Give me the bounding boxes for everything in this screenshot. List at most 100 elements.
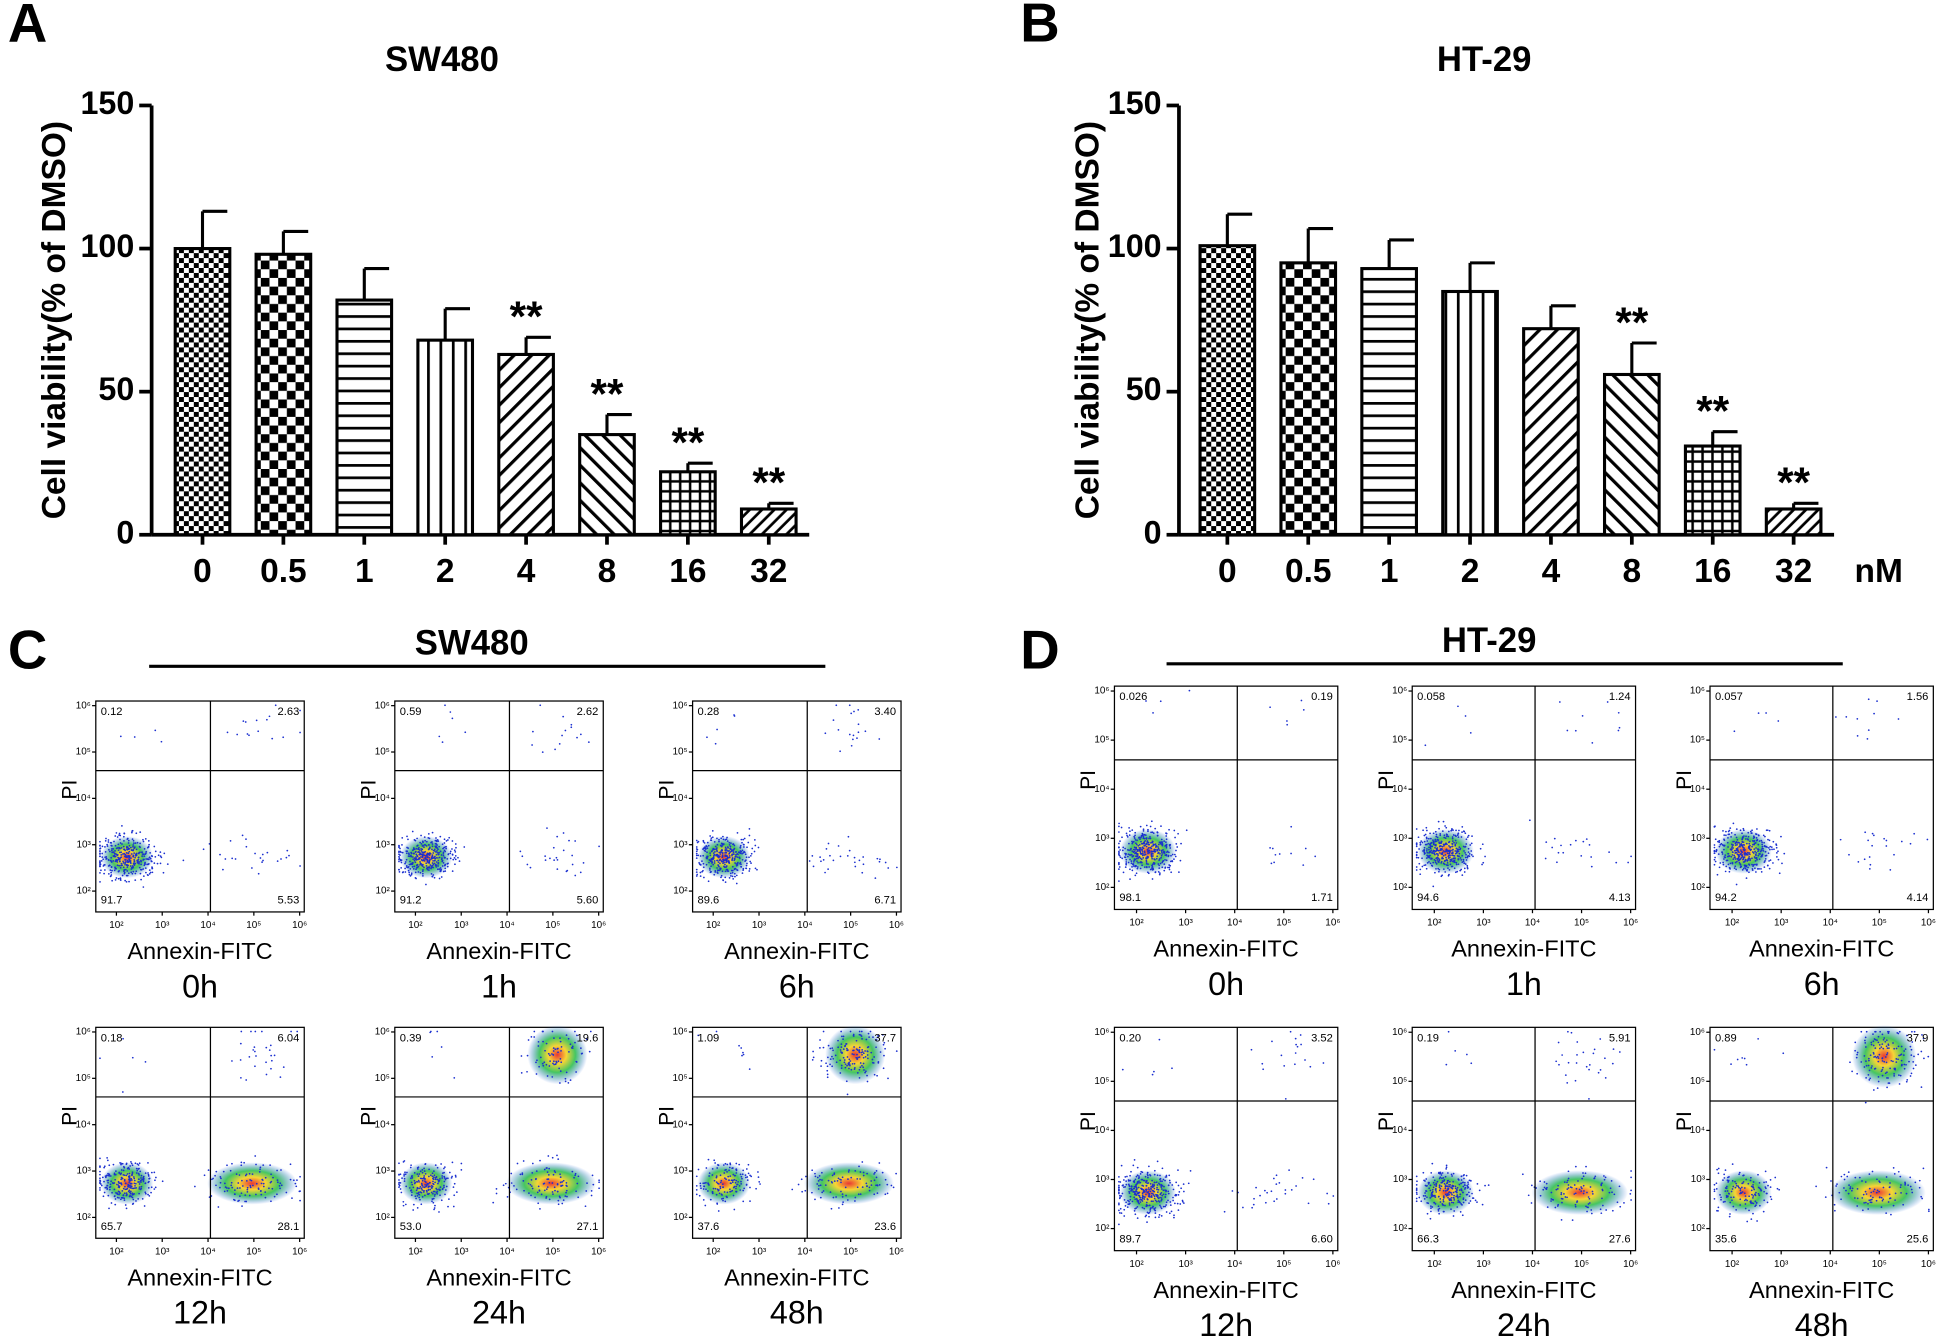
event-dot xyxy=(549,1060,551,1062)
event-dot xyxy=(1443,1197,1445,1199)
event-dot xyxy=(1449,850,1451,852)
event-dot xyxy=(1856,718,1858,720)
event-dot xyxy=(739,850,741,852)
event-dot xyxy=(1744,853,1746,855)
plot-frame xyxy=(96,701,304,912)
event-dot xyxy=(861,1031,863,1033)
event-dot xyxy=(422,865,424,867)
event-dot xyxy=(1927,839,1929,841)
event-dot xyxy=(709,867,711,869)
event-dot xyxy=(127,847,129,849)
event-dot xyxy=(110,872,112,874)
event-dot xyxy=(558,1203,560,1205)
event-dot xyxy=(286,850,288,852)
event-dot xyxy=(422,845,424,847)
event-dot xyxy=(745,1174,747,1176)
event-dot xyxy=(1251,1049,1253,1051)
event-dot xyxy=(1857,861,1859,863)
event-dot xyxy=(432,874,434,876)
event-dot xyxy=(1120,1195,1122,1197)
x-axis-label: Annexin-FITC xyxy=(1749,936,1894,962)
event-dot xyxy=(1430,1190,1432,1192)
event-dot xyxy=(1464,832,1466,834)
y-tick-label: 10² xyxy=(1095,882,1110,893)
event-dot xyxy=(1416,1198,1418,1200)
event-dot xyxy=(586,1182,588,1184)
event-dot xyxy=(432,843,434,845)
event-dot xyxy=(581,1053,583,1055)
event-dot xyxy=(1167,1199,1169,1201)
event-dot xyxy=(212,1178,214,1180)
event-dot xyxy=(565,1080,567,1082)
event-dot xyxy=(114,866,116,868)
event-dot xyxy=(400,860,402,862)
x-tick-label: 10⁵ xyxy=(246,920,261,931)
event-dot xyxy=(430,1031,432,1033)
event-dot xyxy=(843,1057,845,1059)
event-dot xyxy=(116,853,118,855)
event-dot xyxy=(124,880,126,882)
y-tick-label: 10³ xyxy=(1691,833,1706,844)
event-dot xyxy=(598,1181,600,1183)
event-dot xyxy=(414,839,416,841)
event-dot xyxy=(257,730,259,732)
event-dot xyxy=(1772,862,1774,864)
event-dot xyxy=(1163,1186,1165,1188)
event-dot xyxy=(1140,868,1142,870)
event-dot xyxy=(714,1162,716,1164)
x-tick-label: 16 xyxy=(1694,553,1731,590)
quadrant-label: 98.1 xyxy=(1119,892,1141,904)
event-dot xyxy=(735,1168,737,1170)
event-dot xyxy=(1295,1038,1297,1040)
event-dot xyxy=(126,866,128,868)
event-dot xyxy=(713,1159,715,1161)
event-dot xyxy=(130,1161,132,1163)
event-dot xyxy=(841,1043,843,1045)
quadrant-label: 3.52 xyxy=(1311,1032,1333,1044)
quadrant-label: 0.026 xyxy=(1119,691,1147,703)
event-dot xyxy=(1138,1180,1140,1182)
event-dot xyxy=(436,847,438,849)
event-dot xyxy=(1285,1189,1287,1191)
event-dot xyxy=(1432,885,1434,887)
event-dot xyxy=(1765,712,1767,714)
event-dot xyxy=(1129,859,1131,861)
event-dot xyxy=(115,1192,117,1194)
event-dot xyxy=(1453,855,1455,857)
event-dot xyxy=(141,1175,143,1177)
event-dot xyxy=(409,1187,411,1189)
event-dot xyxy=(538,1041,540,1043)
event-dot xyxy=(400,1182,402,1184)
event-dot xyxy=(1735,868,1737,870)
event-dot xyxy=(1161,1197,1163,1199)
event-dot xyxy=(700,1187,702,1189)
event-dot xyxy=(1611,1191,1613,1193)
event-dot xyxy=(1441,856,1443,858)
event-dot xyxy=(1531,1185,1533,1187)
event-dot xyxy=(1156,1181,1158,1183)
time-label: 1h xyxy=(1506,966,1542,1002)
event-dot xyxy=(1540,1195,1542,1197)
event-dot xyxy=(758,1181,760,1183)
event-dot xyxy=(1747,832,1749,834)
event-dot xyxy=(826,1070,828,1072)
event-dot xyxy=(1332,1195,1334,1197)
event-dot xyxy=(743,846,745,848)
event-dot xyxy=(245,1079,247,1081)
event-dot xyxy=(1463,1174,1465,1176)
event-dot xyxy=(733,843,735,845)
event-dot xyxy=(531,1172,533,1174)
event-dot xyxy=(431,1187,433,1189)
event-dot xyxy=(1123,1215,1125,1217)
event-dot xyxy=(139,1186,141,1188)
event-dot xyxy=(1137,866,1139,868)
event-dot xyxy=(1444,863,1446,865)
event-dot xyxy=(1145,1181,1147,1183)
event-dot xyxy=(249,1195,251,1197)
event-dot xyxy=(255,1194,257,1196)
event-dot xyxy=(1444,825,1446,827)
event-dot xyxy=(857,1072,859,1074)
event-dot xyxy=(434,1194,436,1196)
event-dot xyxy=(572,1045,574,1047)
x-tick-label: 10³ xyxy=(752,920,767,931)
